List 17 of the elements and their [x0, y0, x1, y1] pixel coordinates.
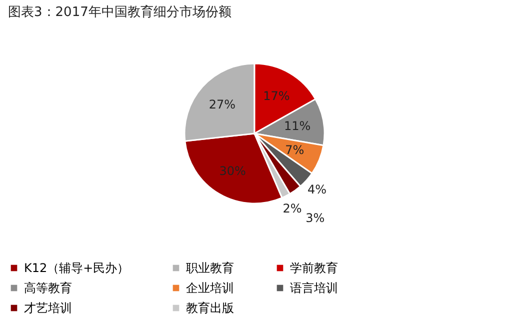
data-label: 30%	[219, 164, 246, 178]
data-label: 3%	[306, 211, 325, 226]
legend-label: 教育出版	[186, 301, 234, 315]
data-label: 27%	[208, 98, 236, 112]
legend-label: 才艺培训	[24, 301, 72, 315]
data-label: 2%	[282, 202, 302, 216]
data-label: 4%	[308, 182, 327, 197]
legend-label: K12（辅导+民办）	[24, 261, 130, 275]
data-label: 17%	[263, 89, 290, 104]
legend-label: 高等教育	[24, 281, 72, 295]
chart-title: 图表3：2017年中国教育细分市场份额	[8, 4, 232, 20]
data-label: 11%	[284, 119, 311, 134]
legend-label: 语言培训	[290, 281, 338, 295]
data-label: 7%	[285, 142, 304, 157]
legend-label: 企业培训	[186, 281, 234, 295]
legend-label: 学前教育	[290, 261, 338, 275]
legend-label: 职业教育	[186, 261, 234, 275]
